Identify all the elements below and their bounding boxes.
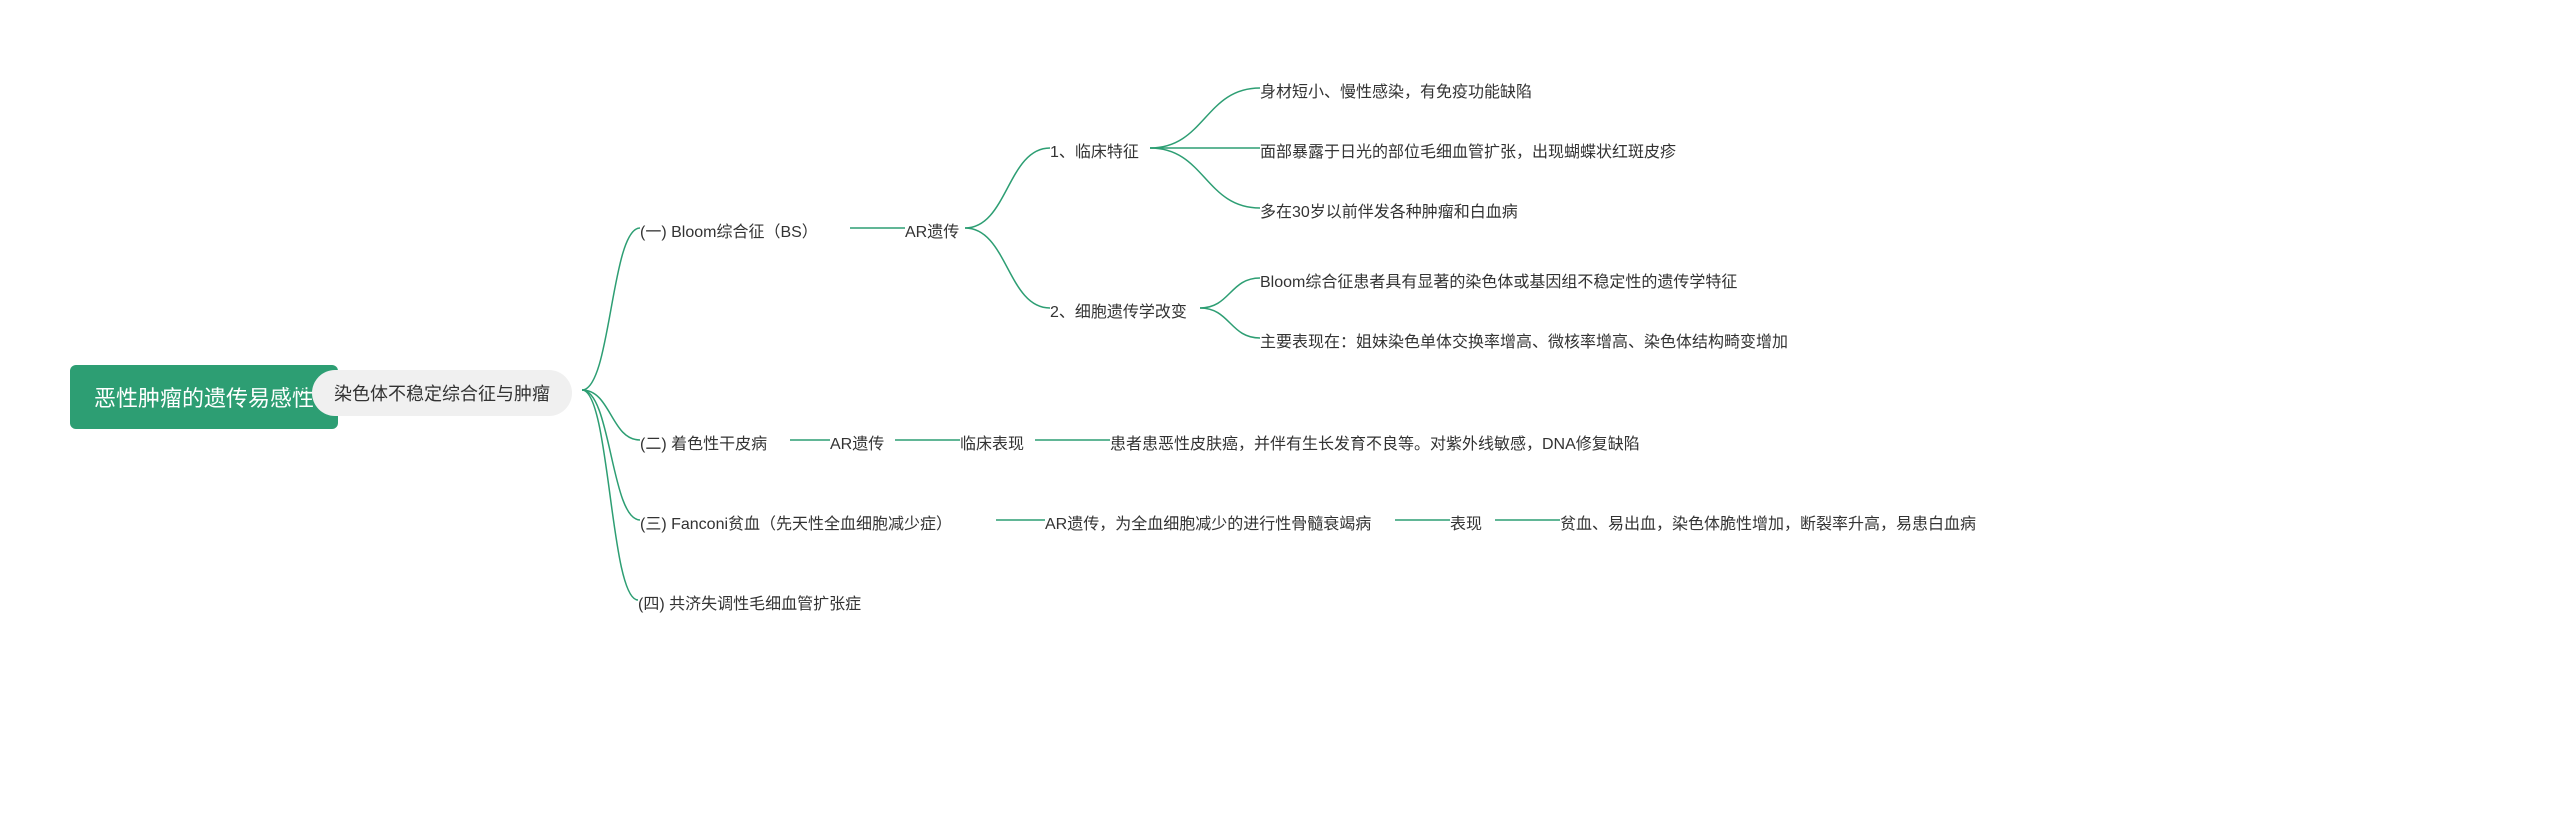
xp-chain-node-0[interactable]: AR遗传 xyxy=(830,430,884,454)
connector-path xyxy=(965,228,1050,308)
level1-node[interactable]: 染色体不稳定综合征与肿瘤 xyxy=(312,370,572,416)
level2-node-1-label: (二) 着色性干皮病 xyxy=(640,436,767,453)
connector-path xyxy=(582,228,640,390)
clinical-item-0[interactable]: 身材短小、慢性感染，有免疫功能缺陷 xyxy=(1260,78,1532,102)
root-node[interactable]: 恶性肿瘤的遗传易感性 xyxy=(70,365,338,429)
connector-path xyxy=(582,390,640,440)
clinical-item-3-label: Bloom综合征患者具有显著的染色体或基因组不稳定性的遗传学特征 xyxy=(1260,274,1737,291)
fanconi-chain-node-1-label: 表现 xyxy=(1450,516,1482,533)
clinical-item-4[interactable]: 主要表现在：姐妹染色单体交换率增高、微核率增高、染色体结构畸变增加 xyxy=(1260,328,1788,352)
clinical-item-1[interactable]: 面部暴露于日光的部位毛细血管扩张，出现蝴蝶状红斑皮疹 xyxy=(1260,138,1676,162)
clinical-item-4-label: 主要表现在：姐妹染色单体交换率增高、微核率增高、染色体结构畸变增加 xyxy=(1260,334,1788,351)
level1-label: 染色体不稳定综合征与肿瘤 xyxy=(334,384,550,404)
level2-node-2[interactable]: (三) Fanconi贫血（先天性全血细胞减少症） xyxy=(640,510,952,534)
connector-path xyxy=(1150,88,1260,148)
level2-node-1[interactable]: (二) 着色性干皮病 xyxy=(640,430,767,454)
clinical-item-3[interactable]: Bloom综合征患者具有显著的染色体或基因组不稳定性的遗传学特征 xyxy=(1260,268,1737,292)
bloom-sub-node-1-label: 2、细胞遗传学改变 xyxy=(1050,304,1187,321)
bloom-ar-node[interactable]: AR遗传 xyxy=(905,218,959,242)
bloom-sub-node-0-label: 1、临床特征 xyxy=(1050,144,1139,161)
level2-node-0-label: (一) Bloom综合征（BS） xyxy=(640,224,818,241)
fanconi-chain-node-2[interactable]: 贫血、易出血，染色体脆性增加，断裂率升高，易患白血病 xyxy=(1560,510,1976,534)
xp-chain-node-1-label: 临床表现 xyxy=(960,436,1024,453)
root-label: 恶性肿瘤的遗传易感性 xyxy=(94,386,314,411)
connector-path xyxy=(1200,278,1260,308)
level2-node-3[interactable]: (四) 共济失调性毛细血管扩张症 xyxy=(638,590,861,614)
clinical-item-2[interactable]: 多在30岁以前伴发各种肿瘤和白血病 xyxy=(1260,198,1518,222)
bloom-ar-label: AR遗传 xyxy=(905,224,959,241)
fanconi-chain-node-2-label: 贫血、易出血，染色体脆性增加，断裂率升高，易患白血病 xyxy=(1560,516,1976,533)
clinical-item-2-label: 多在30岁以前伴发各种肿瘤和白血病 xyxy=(1260,204,1518,221)
bloom-sub-node-0[interactable]: 1、临床特征 xyxy=(1050,138,1139,162)
xp-chain-node-0-label: AR遗传 xyxy=(830,436,884,453)
level2-node-2-label: (三) Fanconi贫血（先天性全血细胞减少症） xyxy=(640,516,952,533)
connector-path xyxy=(582,390,638,600)
xp-chain-node-2[interactable]: 患者患恶性皮肤癌，并伴有生长发育不良等。对紫外线敏感，DNA修复缺陷 xyxy=(1110,430,1640,454)
connector-path xyxy=(965,148,1050,228)
connector-path xyxy=(1200,308,1260,338)
clinical-item-1-label: 面部暴露于日光的部位毛细血管扩张，出现蝴蝶状红斑皮疹 xyxy=(1260,144,1676,161)
clinical-item-0-label: 身材短小、慢性感染，有免疫功能缺陷 xyxy=(1260,84,1532,101)
fanconi-chain-node-0-label: AR遗传，为全血细胞减少的进行性骨髓衰竭病 xyxy=(1045,516,1371,533)
level2-node-0[interactable]: (一) Bloom综合征（BS） xyxy=(640,218,818,242)
connector-path xyxy=(1150,148,1260,208)
bloom-sub-node-1[interactable]: 2、细胞遗传学改变 xyxy=(1050,298,1187,322)
xp-chain-node-2-label: 患者患恶性皮肤癌，并伴有生长发育不良等。对紫外线敏感，DNA修复缺陷 xyxy=(1110,436,1640,453)
fanconi-chain-node-1[interactable]: 表现 xyxy=(1450,510,1482,534)
connectors-svg xyxy=(0,0,2560,840)
fanconi-chain-node-0[interactable]: AR遗传，为全血细胞减少的进行性骨髓衰竭病 xyxy=(1045,510,1371,534)
level2-node-3-label: (四) 共济失调性毛细血管扩张症 xyxy=(638,596,861,613)
connector-path xyxy=(582,390,640,520)
xp-chain-node-1[interactable]: 临床表现 xyxy=(960,430,1024,454)
